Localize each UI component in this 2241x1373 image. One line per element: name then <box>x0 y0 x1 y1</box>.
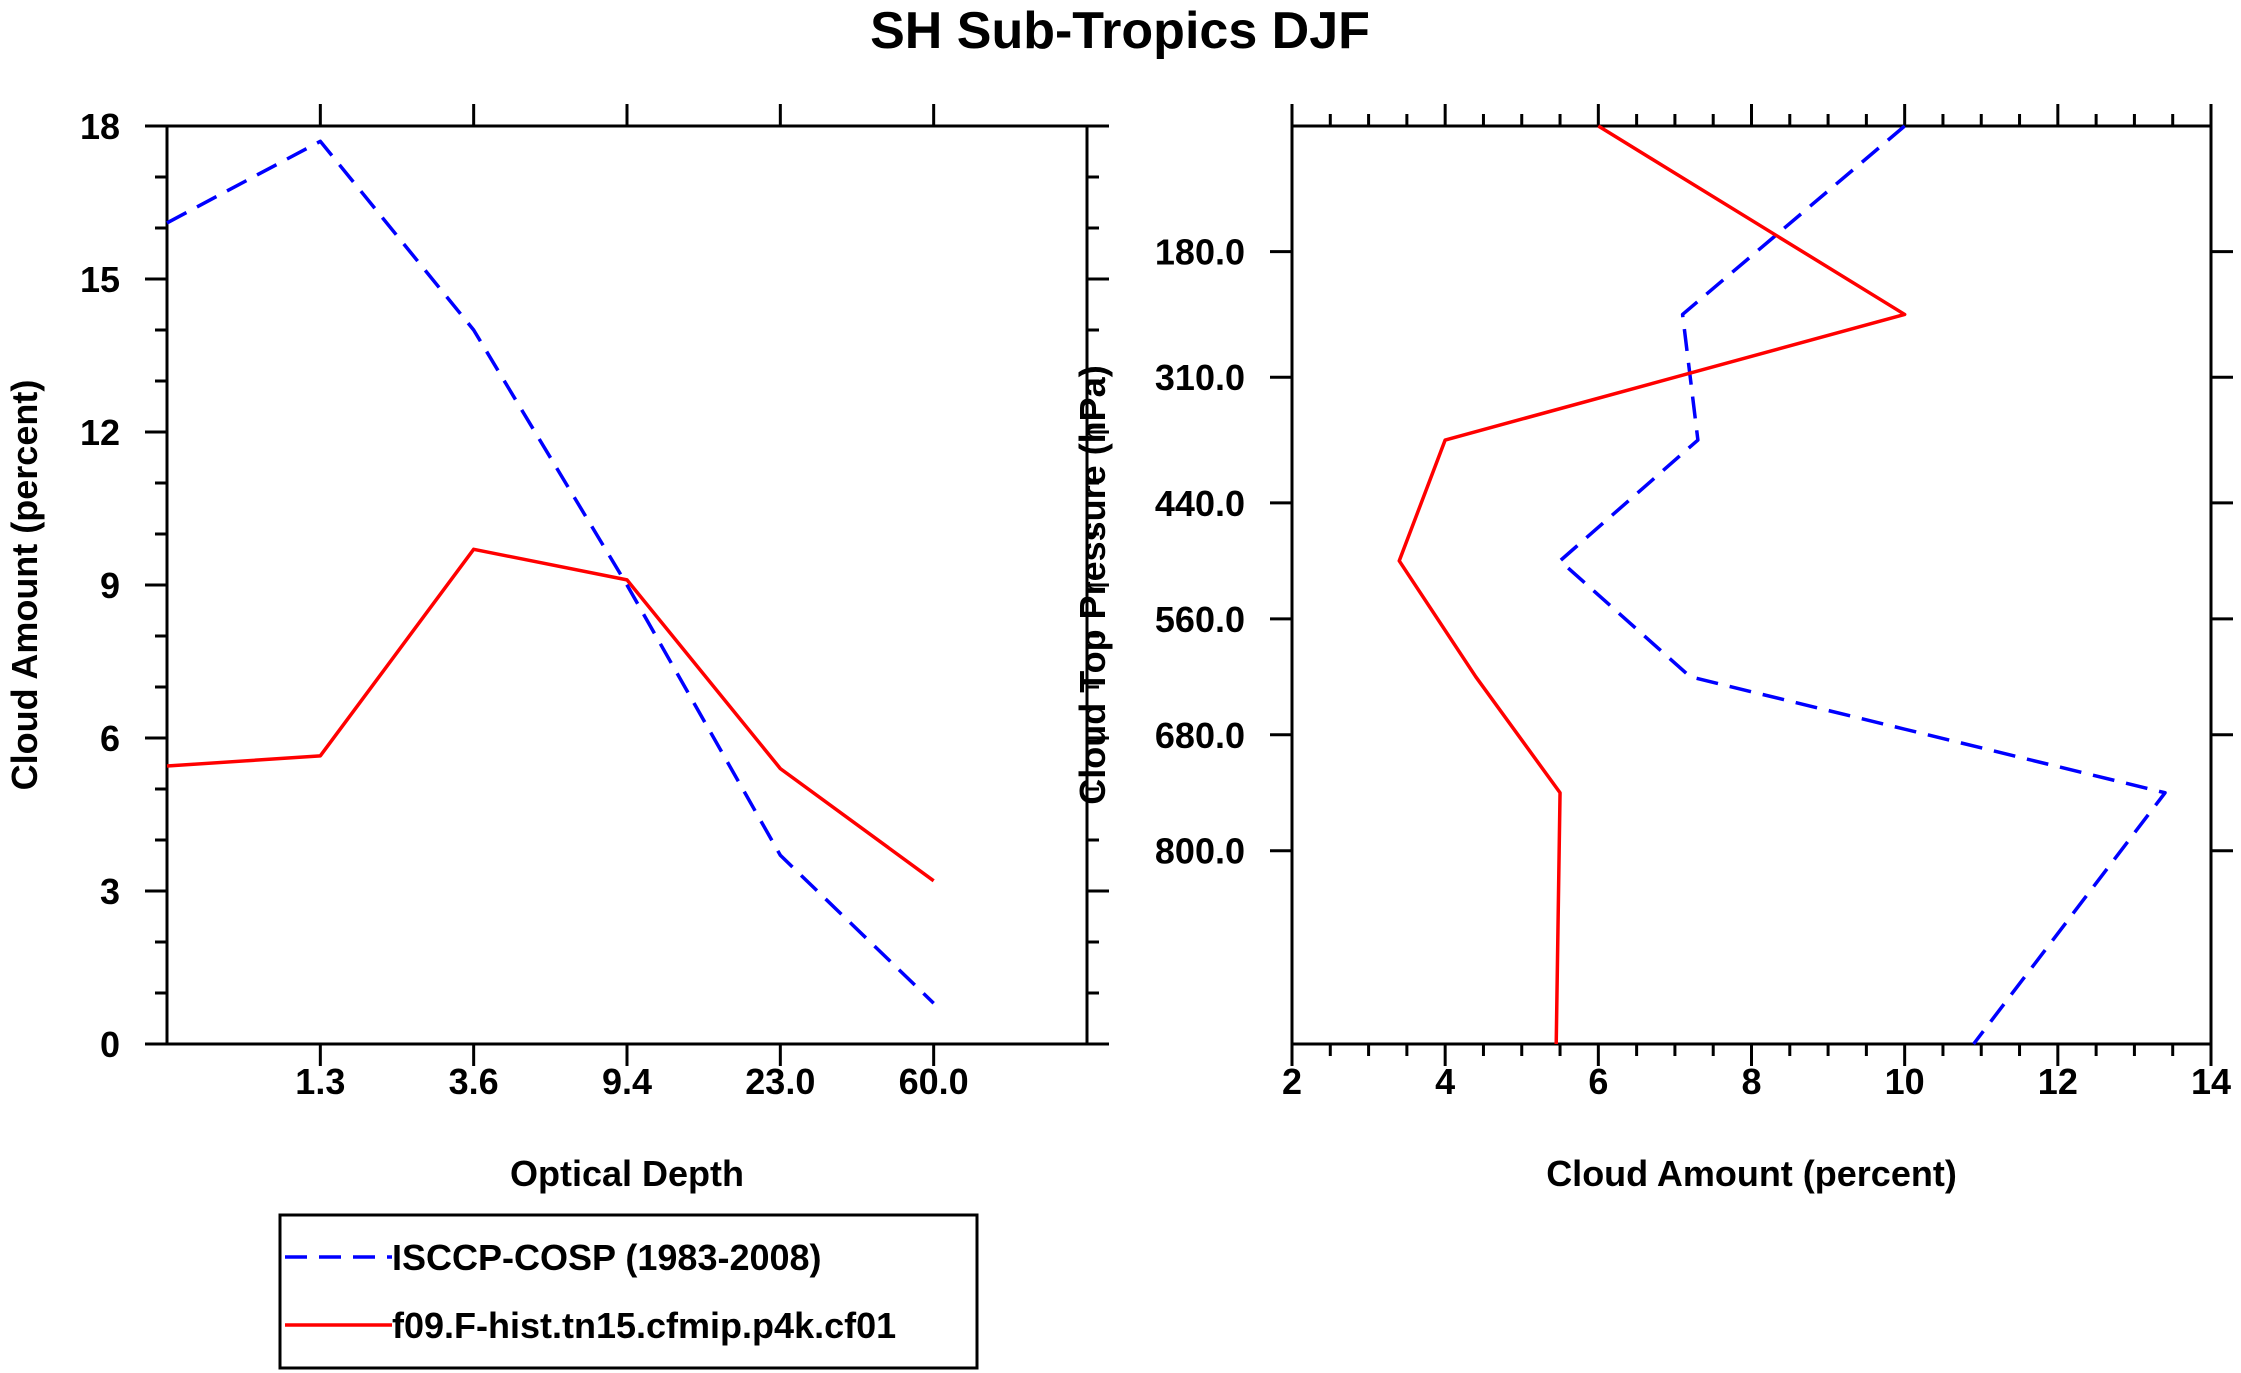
right-y-tick-label: 680.0 <box>1155 715 1245 756</box>
right-y-tick-label: 800.0 <box>1155 831 1245 872</box>
right-y-axis-label: Cloud Top Pressure (hPa) <box>1072 365 1113 804</box>
right-y-tick-label: 180.0 <box>1155 232 1245 273</box>
right-series-line-1 <box>1397 124 1907 1045</box>
left-x-axis-label: Optical Depth <box>510 1153 744 1194</box>
right-x-tick-label: 12 <box>2038 1061 2078 1102</box>
right-y-tick-label: 440.0 <box>1155 483 1245 524</box>
right-x-tick-label: 10 <box>1885 1061 1925 1102</box>
left-y-tick-label: 9 <box>100 565 120 606</box>
left-y-tick-label: 3 <box>100 871 120 912</box>
right-x-tick-label: 8 <box>1741 1061 1761 1102</box>
legend: ISCCP-COSP (1983-2008) f09.F-hist.tn15.c… <box>278 1213 979 1370</box>
right-x-tick-label: 14 <box>2191 1061 2231 1102</box>
left-x-tick-label: 9.4 <box>602 1061 652 1102</box>
left-y-tick-label: 18 <box>80 106 120 147</box>
left-x-tick-label: 23.0 <box>745 1061 815 1102</box>
right-x-axis-label: Cloud Amount (percent) <box>1546 1153 1957 1194</box>
legend-label-isccp: ISCCP-COSP (1983-2008) <box>392 1237 822 1278</box>
right-panel-cloud-top-pressure: 2 4 6 8 10 12 14 180.0 310.0 440.0 560.0 680.0 800.0… <box>1072 104 2233 1194</box>
right-x-tick-label: 6 <box>1588 1061 1608 1102</box>
left-series-line-1 <box>166 547 935 883</box>
legend-box <box>278 1213 979 1370</box>
left-series-line-0 <box>166 139 935 1005</box>
left-panel-optical-depth: 0 3 6 9 12 15 18 1.3 3.6 9.4 23.0 60.0 Optical Depth… <box>4 104 1109 1194</box>
right-y-tick-label: 560.0 <box>1155 599 1245 640</box>
right-plot-frame <box>1290 124 2213 1046</box>
left-x-tick-label: 60.0 <box>899 1061 969 1102</box>
right-series-line-0 <box>1558 124 2167 1046</box>
right-x-tick-label: 2 <box>1282 1061 1302 1102</box>
figure-title: SH Sub-Tropics DJF <box>870 2 1370 60</box>
left-y-tick-label: 15 <box>80 259 120 300</box>
left-y-tick-label: 0 <box>100 1024 120 1065</box>
left-y-tick-label: 12 <box>80 412 120 453</box>
right-y-tick-label: 310.0 <box>1155 357 1245 398</box>
left-y-tick-label: 6 <box>100 718 120 759</box>
legend-label-model: f09.F-hist.tn15.cfmip.p4k.cf01 <box>392 1305 896 1346</box>
left-y-axis-label: Cloud Amount (percent) <box>4 380 45 791</box>
right-x-tick-label: 4 <box>1435 1061 1455 1102</box>
left-x-tick-label: 1.3 <box>295 1061 345 1102</box>
left-x-tick-label: 3.6 <box>449 1061 499 1102</box>
